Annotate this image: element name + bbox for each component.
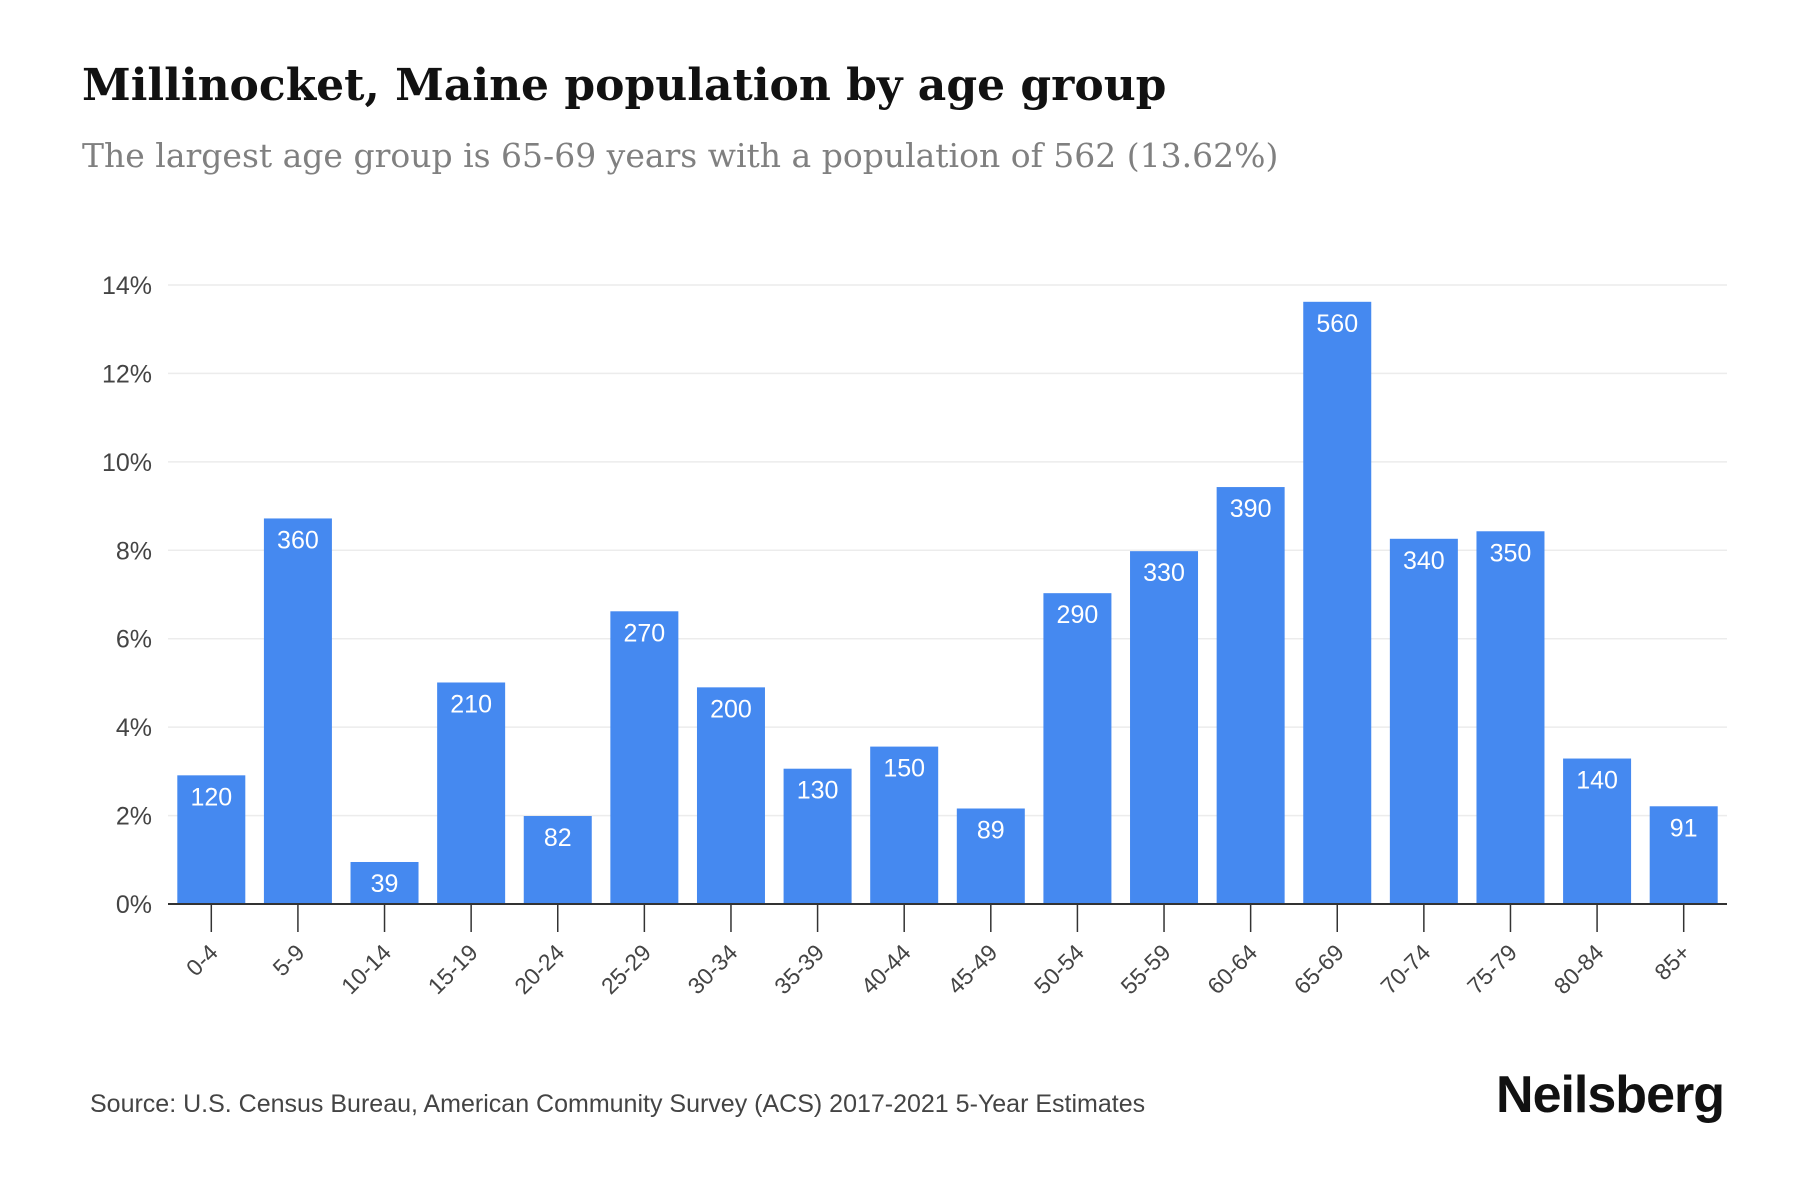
bar-value-label: 340 [1403, 547, 1445, 575]
bar [783, 768, 852, 904]
bar [523, 816, 592, 904]
y-tick-label: 14% [102, 272, 152, 300]
x-tick-label: 70-74 [1375, 939, 1435, 999]
x-tick-label: 60-64 [1202, 939, 1262, 999]
brand-logo: Neilsberg [1496, 1066, 1725, 1124]
bar-value-label: 270 [624, 619, 666, 647]
bar [1303, 301, 1372, 905]
bar [1130, 551, 1199, 904]
bar-value-label: 140 [1576, 767, 1618, 795]
bar [177, 775, 246, 904]
bar-value-label: 390 [1230, 495, 1272, 523]
bar [350, 861, 419, 904]
x-tick-label: 30-34 [683, 939, 743, 999]
y-tick-label: 10% [102, 449, 152, 477]
bar-value-label: 330 [1143, 559, 1185, 587]
bar-chart: 0% 2% 4% 6% 8% 10% 12% 14% 120 0-4 360 5-9 39 10-14 21… [102, 272, 1727, 999]
x-tick-label: 40-44 [856, 939, 916, 999]
bar-value-label: 150 [883, 755, 925, 783]
x-tick-label: 15-19 [423, 939, 483, 999]
x-tick-label: 25-29 [596, 939, 656, 999]
x-tick-label: 5-9 [268, 939, 310, 981]
bar [696, 687, 765, 904]
bar [1043, 593, 1112, 904]
x-tick-label: 50-54 [1029, 939, 1089, 999]
y-tick-label: 8% [116, 537, 152, 565]
bar [1649, 806, 1718, 904]
bar-value-label: 82 [544, 824, 572, 852]
bar [1216, 487, 1285, 904]
chart-title: Millinocket, Maine population by age gro… [82, 60, 1167, 111]
x-tick-label: 65-69 [1289, 939, 1349, 999]
x-tick-label: 85+ [1649, 939, 1695, 985]
bar-value-label: 130 [797, 777, 839, 805]
bar-value-label: 200 [710, 695, 752, 723]
bar [437, 682, 506, 904]
bar-value-label: 39 [371, 870, 399, 898]
bar-value-label: 560 [1316, 310, 1358, 338]
bar [1563, 758, 1632, 904]
x-tick-label: 75-79 [1462, 939, 1522, 999]
bar-value-label: 210 [450, 690, 492, 718]
y-tick-label: 0% [116, 891, 152, 919]
y-tick-label: 4% [116, 714, 152, 742]
x-tick-label: 45-49 [942, 939, 1002, 999]
y-tick-label: 2% [116, 803, 152, 831]
x-tick-label: 80-84 [1549, 939, 1609, 999]
x-tick-label: 35-39 [769, 939, 829, 999]
x-tick-label: 55-59 [1116, 939, 1176, 999]
bar [956, 808, 1025, 904]
x-tick-label: 20-24 [509, 939, 569, 999]
chart-subtitle: The largest age group is 65-69 years wit… [82, 136, 1279, 175]
bar-value-label: 89 [977, 816, 1005, 844]
bar [1389, 538, 1458, 904]
bar [1476, 531, 1545, 904]
bar-value-label: 350 [1490, 539, 1532, 567]
bar-value-label: 91 [1670, 814, 1698, 842]
y-tick-label: 12% [102, 360, 152, 388]
x-tick-label: 0-4 [181, 939, 223, 981]
bar [263, 518, 332, 904]
x-tick-label: 10-14 [336, 939, 396, 999]
bar-value-label: 360 [277, 526, 319, 554]
bar [870, 746, 939, 904]
y-tick-label: 6% [116, 626, 152, 654]
bar [610, 611, 679, 904]
bar-value-label: 290 [1057, 601, 1099, 629]
source-note: Source: U.S. Census Bureau, American Com… [90, 1090, 1146, 1118]
bar-value-label: 120 [190, 783, 232, 811]
